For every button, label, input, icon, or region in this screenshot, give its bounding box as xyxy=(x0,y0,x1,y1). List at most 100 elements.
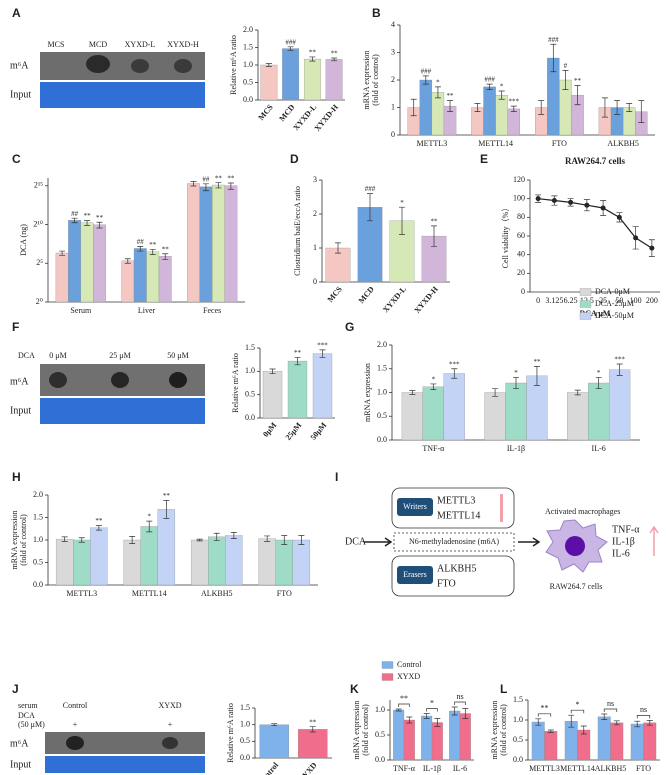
error-bar xyxy=(71,217,78,224)
y-tick-label: 2⁵ xyxy=(36,258,43,267)
output-title: Activated macrophages xyxy=(545,507,620,516)
panel-letter: D xyxy=(290,152,299,166)
y-tick-label: 2.0 xyxy=(33,490,43,499)
bar xyxy=(275,539,293,586)
significance: ## xyxy=(71,210,79,218)
error-bar xyxy=(61,536,68,542)
error-bar xyxy=(568,714,575,728)
bar xyxy=(495,94,508,136)
x-tick-label: IL-6 xyxy=(592,444,606,453)
cell-label: RAW264.7 cells xyxy=(550,582,603,591)
error-bar xyxy=(269,368,276,375)
bar xyxy=(133,248,147,303)
y-tick-label: 0.0 xyxy=(243,95,253,104)
x-tick-label: XYXD xyxy=(297,761,319,775)
blot-spot xyxy=(162,737,178,749)
diagram: Writers METTL3 METTL14 DCA N6-methyladen… xyxy=(345,487,659,597)
panel-letter: L xyxy=(500,682,507,696)
error-bar xyxy=(626,103,633,112)
y-tick-label: 2¹⁵ xyxy=(34,181,43,190)
error-bar xyxy=(264,535,271,542)
y-axis-label: (fold of control) xyxy=(361,704,370,756)
bar xyxy=(157,509,176,586)
comparison-label: * xyxy=(430,698,434,707)
x-tick-label: IL-6 xyxy=(453,764,467,773)
error-bar xyxy=(95,525,102,531)
panel-letter: C xyxy=(12,152,21,166)
bar xyxy=(483,86,496,136)
y-tick-label: 1.5 xyxy=(33,512,43,521)
y-axis-label: Relative m⁶A ratio xyxy=(226,703,235,763)
y-tick-label: 0.5 xyxy=(245,389,255,398)
x-tick-label: METTL3 xyxy=(417,139,448,148)
error-bar xyxy=(595,376,602,390)
x-tick-label: 0 xyxy=(536,296,540,305)
error-bar xyxy=(431,225,437,247)
bar xyxy=(187,183,200,303)
y-tick-label: 1.5 xyxy=(243,42,253,51)
input-label: DCA xyxy=(345,536,367,547)
bar xyxy=(507,108,520,136)
error-bar xyxy=(78,537,85,543)
error-bar xyxy=(395,708,402,712)
modification-label: N6-methyladenosine (m6A) xyxy=(409,537,499,546)
legend-label: XYXD xyxy=(397,672,420,681)
x-tick-label: METTL14 xyxy=(132,589,167,598)
error-bar xyxy=(409,390,416,395)
y-axis-label: DCA (ng) xyxy=(19,224,28,256)
y-tick-label: 0.0 xyxy=(375,755,385,764)
x-tick-label: MCD xyxy=(277,103,296,124)
bar xyxy=(224,185,238,303)
significance: # xyxy=(564,62,568,70)
error-bar xyxy=(574,389,581,396)
error-bar xyxy=(498,90,505,100)
y-axis-label: mRNA expression xyxy=(490,701,499,760)
bar xyxy=(258,538,276,586)
legend-label: DCA-0μM xyxy=(595,287,630,296)
x-tick-label: 6.25 xyxy=(564,296,578,305)
bar xyxy=(260,64,278,101)
error-bar xyxy=(492,388,499,397)
bar xyxy=(225,535,243,586)
y-tick-label: 1.0 xyxy=(377,387,387,396)
error-bar xyxy=(451,706,458,716)
error-bar xyxy=(202,183,209,192)
significance: ** xyxy=(84,212,92,220)
y-tick-label: 0.0 xyxy=(33,580,43,589)
y-tick-label: 1.5 xyxy=(513,695,523,704)
error-bar xyxy=(59,250,66,256)
x-tick-label: 50 xyxy=(615,296,623,305)
error-bar xyxy=(600,200,607,216)
y-tick-label: 3 xyxy=(313,175,317,184)
y-tick-label: 1.0 xyxy=(375,705,385,714)
treatment-label: DCA xyxy=(18,351,35,360)
x-tick-label: 50μM xyxy=(309,420,329,442)
x-tick-label: IL-1β xyxy=(423,764,441,773)
y-tick-label: 0.0 xyxy=(245,413,255,422)
x-tick-label: METTL3 xyxy=(66,589,97,598)
comparison-bracket xyxy=(603,708,618,712)
lane-label: 0 μM xyxy=(49,351,66,360)
significance: ** xyxy=(162,245,170,253)
panel-letter: H xyxy=(12,470,21,484)
y-tick-label: 100 xyxy=(513,193,525,202)
error-bar xyxy=(213,532,220,541)
significance: ** xyxy=(331,50,339,58)
comparison-label: ** xyxy=(541,704,549,713)
x-tick-label: FTO xyxy=(277,589,292,598)
legend-swatch xyxy=(381,661,394,669)
bar xyxy=(282,48,300,101)
error-bar xyxy=(335,242,341,254)
significance: *** xyxy=(614,356,625,364)
significance: ** xyxy=(309,49,317,57)
significance: *** xyxy=(317,341,328,349)
x-tick-label: Feces xyxy=(203,306,221,315)
dose-mark: + xyxy=(73,720,78,729)
y-axis-label: mRNA expression xyxy=(362,51,371,110)
error-bar xyxy=(146,520,153,533)
error-bar xyxy=(294,356,301,366)
significance: *** xyxy=(509,98,520,106)
x-tick-label: Control xyxy=(256,760,280,775)
axis xyxy=(529,180,660,293)
